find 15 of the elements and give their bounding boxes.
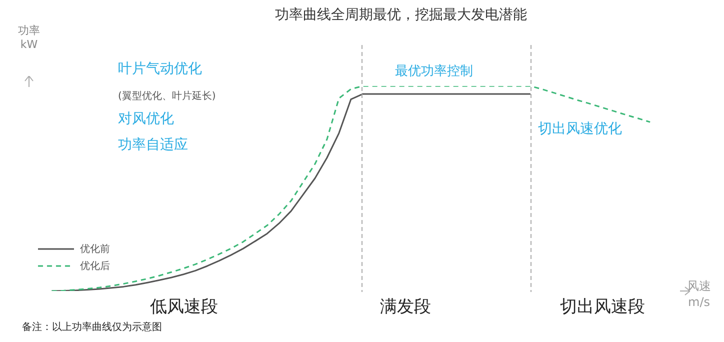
text: 低风速段: [150, 296, 218, 318]
text: 切出风速段: [560, 296, 645, 318]
annotation: (翼型优化、叶片延长): [118, 90, 216, 103]
text: 最优功率控制: [395, 63, 473, 80]
legend-label: 优化后: [80, 260, 110, 272]
legend-label: 优化前: [80, 242, 110, 256]
text: 叶片气动优化: [118, 60, 202, 78]
annotation: 对风优化: [118, 110, 174, 128]
text: 满发段: [380, 296, 431, 318]
y-axis-title: 功率 kW: [17, 24, 41, 52]
x-axis-title: 风速 m/s: [686, 278, 712, 310]
text: 备注：以上功率曲线仅为示意图: [22, 320, 162, 334]
annotation: 切出风速优化: [538, 120, 622, 138]
annotation: 功率自适应: [118, 136, 188, 154]
chart-title: 功率曲线全周期最优，挖掘最大发电潜能: [275, 6, 527, 24]
